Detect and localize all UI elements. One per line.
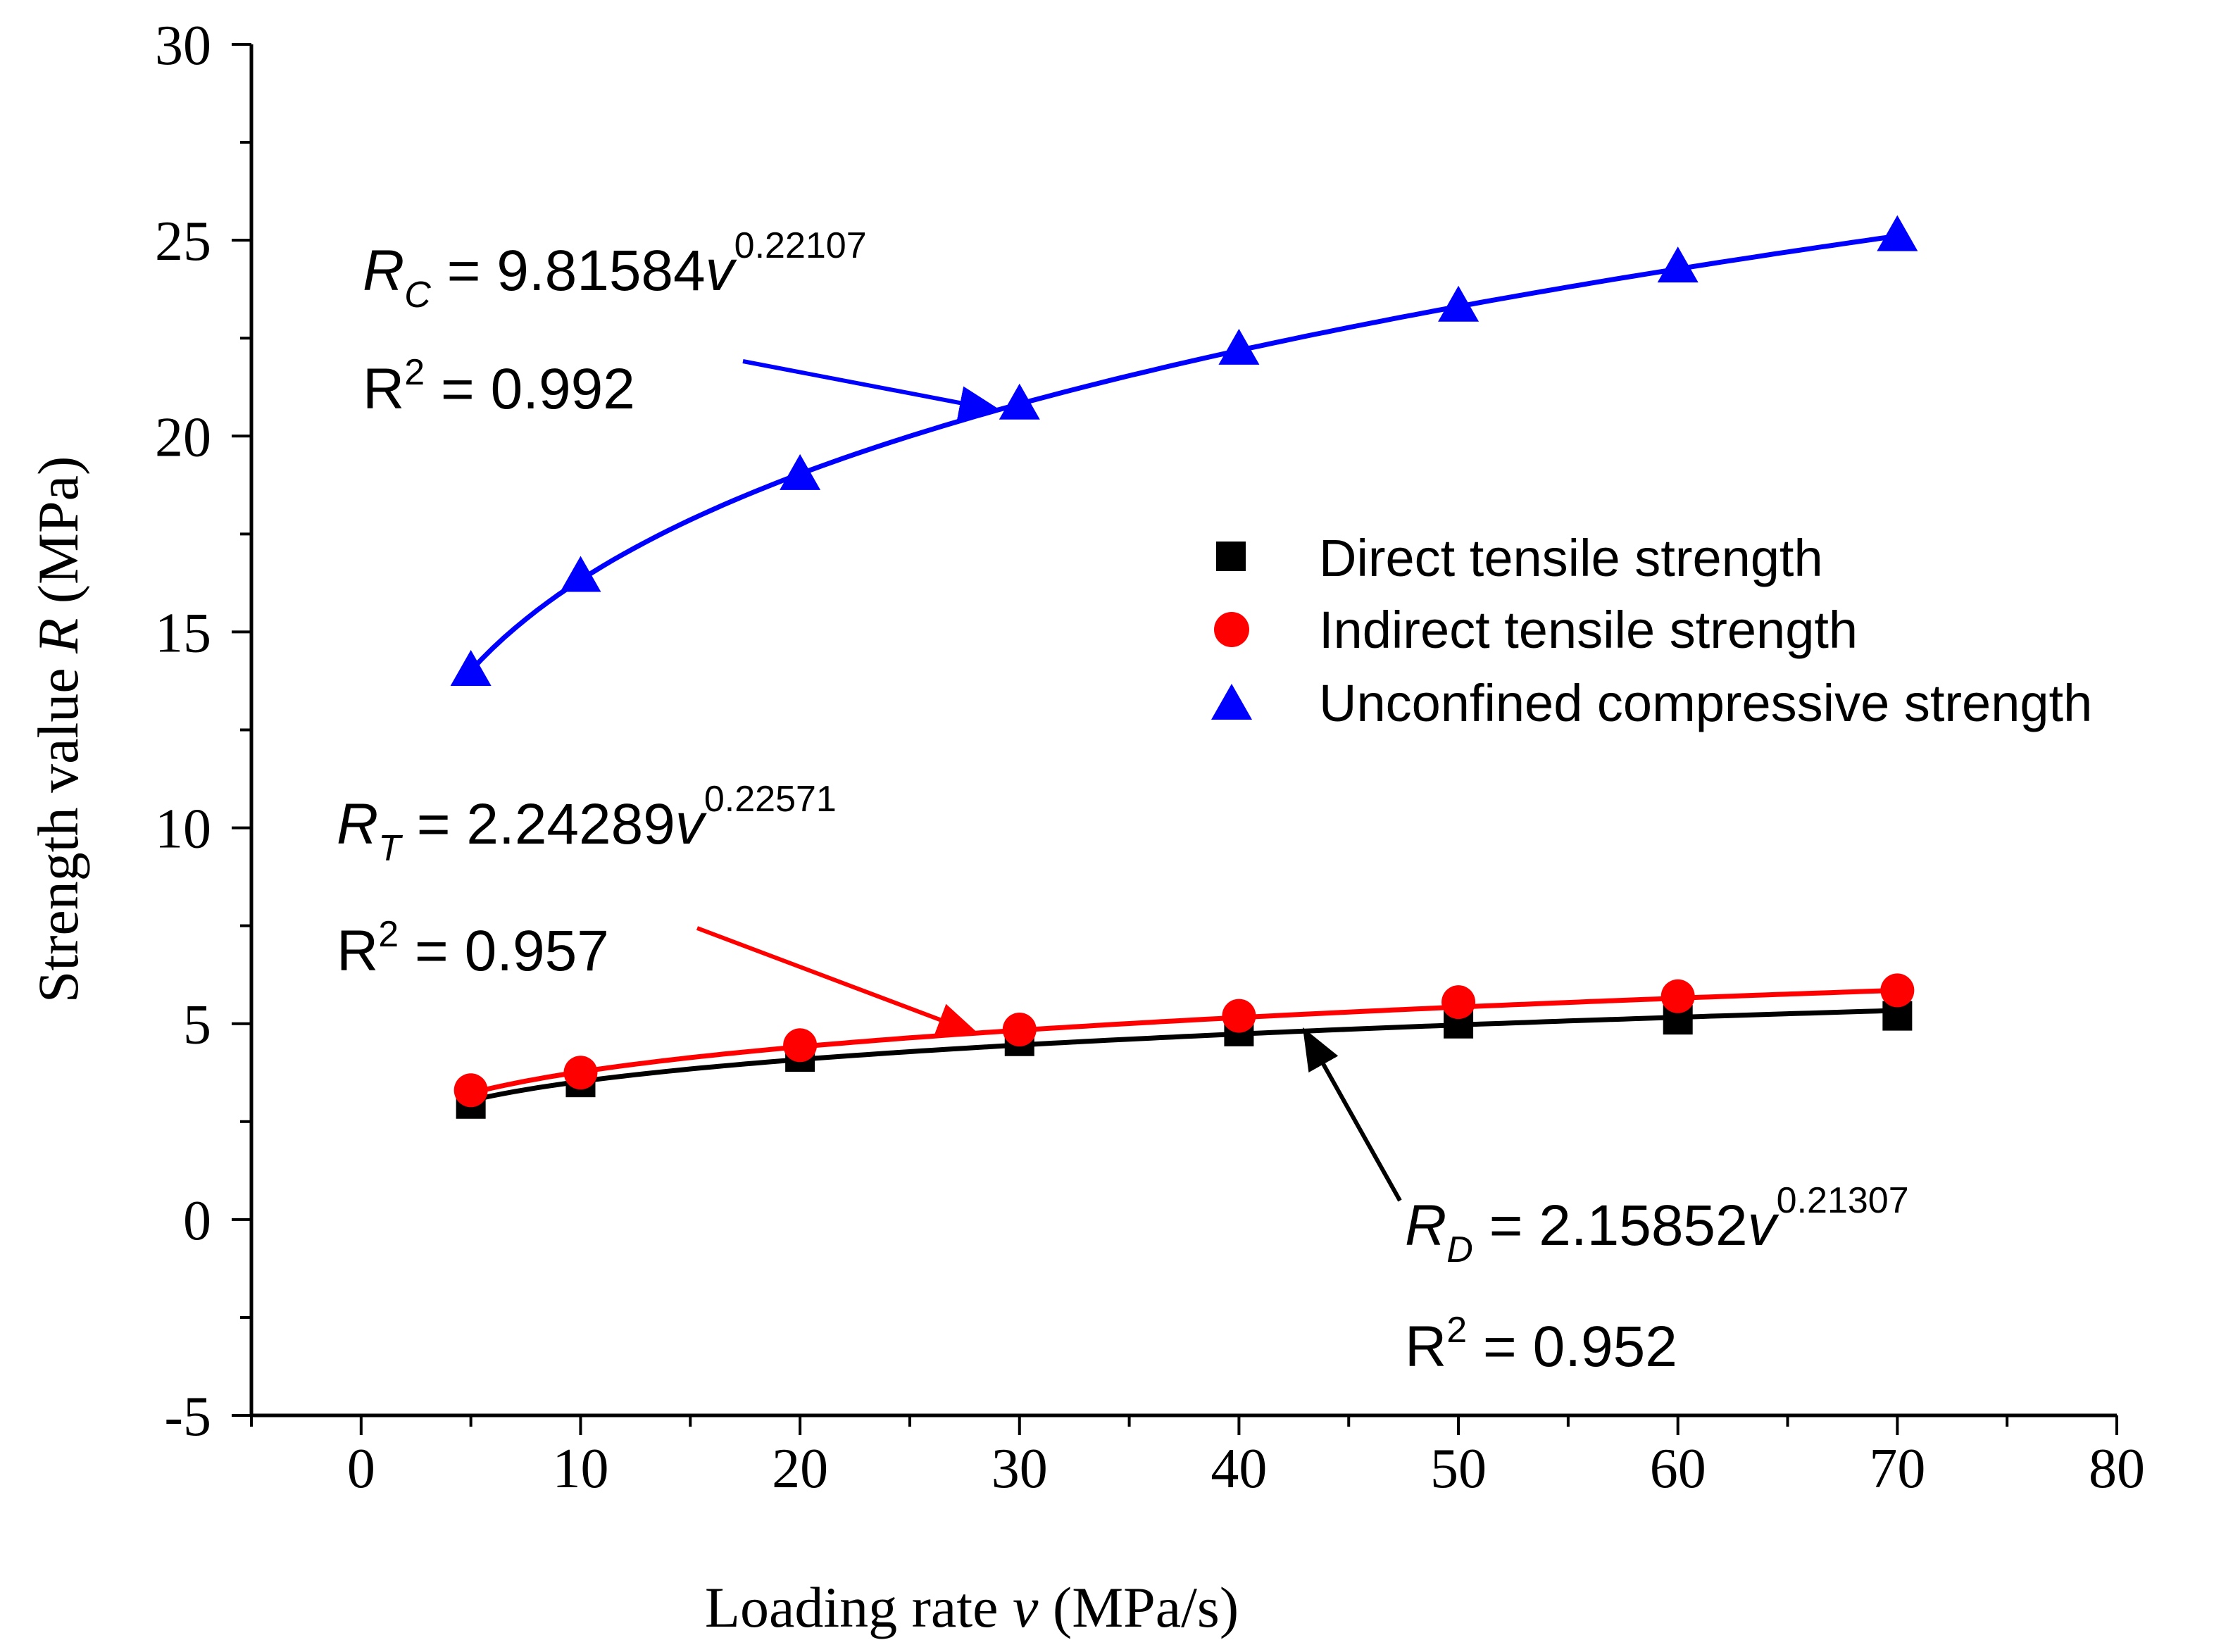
point-unconfined-compressive <box>1438 285 1480 322</box>
y-axis-tick-labels: -5 0 5 10 15 20 25 30 <box>155 15 211 1448</box>
x-axis-ticks <box>250 1415 2118 1435</box>
fit-curve-compressive <box>469 233 1898 672</box>
r-squared-indirect-tensile: R2 = 0.957 <box>337 914 609 983</box>
y-axis-title-var: R <box>26 618 90 654</box>
legend: Direct tensile strength Indirect tensile… <box>1211 529 2092 732</box>
legend-label-unconfined-compressive: Unconfined compressive strength <box>1319 674 2092 732</box>
point-indirect-tensile <box>454 1073 488 1108</box>
point-unconfined-compressive <box>780 453 821 490</box>
equation-direct-tensile-variable: v <box>1748 1194 1779 1258</box>
r-squared-indirect-tensile-value: = 0.957 <box>399 919 609 983</box>
legend-label-direct-tensile: Direct tensile strength <box>1319 529 1823 587</box>
equation-compressive-subscript: C <box>404 275 431 315</box>
point-unconfined-compressive <box>999 383 1040 420</box>
equation-indirect-tensile-symbol: R <box>337 792 378 856</box>
point-indirect-tensile <box>1222 999 1256 1033</box>
annotation-direct-tensile-fit: RD = 2.15852v0.21307 R2 = 0.952 <box>1302 1027 1909 1379</box>
annotation-indirect-tensile-fit: RT = 2.24289v0.22571 R2 = 0.957 <box>337 779 980 1036</box>
x-axis-tick-labels: 0 10 20 30 40 50 60 70 80 <box>347 1438 2145 1500</box>
point-unconfined-compressive <box>1218 328 1260 365</box>
equation-compressive-coefficient: = 9.81584 <box>431 239 706 303</box>
r-squared-compressive-value: = 0.992 <box>425 357 635 421</box>
x-tick-label: 80 <box>2089 1438 2145 1500</box>
point-unconfined-compressive <box>560 556 601 592</box>
r-squared-direct-tensile-exponent: 2 <box>1446 1310 1467 1351</box>
equation-direct-tensile-exponent: 0.21307 <box>1777 1180 1909 1221</box>
fit-curve-indirect-tensile <box>470 987 1898 1096</box>
point-unconfined-compressive <box>450 650 492 687</box>
y-tick-label: 15 <box>155 602 211 664</box>
legend-label-indirect-tensile: Indirect tensile strength <box>1319 601 1858 659</box>
equation-compressive-symbol: R <box>363 239 404 303</box>
y-axis-title: Strength value R (MPa) <box>26 456 90 1003</box>
equation-indirect-tensile: RT = 2.24289v0.22571 <box>337 779 837 869</box>
equation-compressive-exponent: 0.22107 <box>734 225 867 266</box>
equation-indirect-tensile-variable: v <box>675 792 707 856</box>
x-axis-title-suffix: (MPa/s) <box>1038 1575 1239 1639</box>
r-squared-compressive-base: R <box>363 357 404 421</box>
point-indirect-tensile <box>1002 1013 1037 1047</box>
x-tick-label: 60 <box>1650 1438 1706 1500</box>
equation-indirect-tensile-subscript: T <box>378 828 403 869</box>
x-tick-label: 20 <box>772 1438 828 1500</box>
legend-marker-direct-tensile <box>1216 542 1246 571</box>
y-tick-label: 5 <box>183 994 211 1056</box>
fit-curve-direct-tensile <box>470 1008 1898 1103</box>
equation-indirect-tensile-coefficient: = 2.24289 <box>401 792 675 856</box>
y-axis-ticks <box>232 43 251 1417</box>
r-squared-direct-tensile: R2 = 0.952 <box>1405 1310 1677 1379</box>
x-tick-label: 30 <box>992 1438 1048 1500</box>
equation-direct-tensile-symbol: R <box>1405 1194 1446 1258</box>
point-indirect-tensile <box>563 1056 598 1090</box>
point-indirect-tensile <box>1660 979 1695 1013</box>
x-axis-title-prefix: Loading rate <box>705 1575 1013 1639</box>
r-squared-compressive-exponent: 2 <box>404 352 425 393</box>
annotation-compressive-fit: RC = 9.81584v0.22107 R2 = 0.992 <box>363 225 1002 421</box>
x-tick-label: 50 <box>1430 1438 1487 1500</box>
legend-marker-unconfined-compressive <box>1211 684 1252 720</box>
x-tick-label: 40 <box>1211 1438 1267 1500</box>
r-squared-indirect-tensile-base: R <box>337 919 378 983</box>
equation-direct-tensile: RD = 2.15852v0.21307 <box>1405 1180 1909 1270</box>
x-axis-title-var: v <box>1013 1575 1039 1639</box>
y-axis-title-suffix: (MPa) <box>26 456 90 618</box>
fit-curves <box>469 233 1898 1103</box>
data-markers <box>450 215 1918 1119</box>
r-squared-compressive: R2 = 0.992 <box>363 352 635 421</box>
legend-marker-indirect-tensile <box>1214 612 1249 647</box>
y-axis-title-prefix: Strength value <box>26 653 90 1003</box>
x-tick-label: 70 <box>1869 1438 1925 1500</box>
point-unconfined-compressive <box>1657 246 1699 283</box>
y-tick-label: 10 <box>155 799 211 861</box>
y-tick-label: 25 <box>155 211 211 273</box>
x-tick-label: 0 <box>347 1438 375 1500</box>
y-tick-label: 0 <box>183 1190 211 1252</box>
arrow-compressive <box>742 359 1002 420</box>
x-axis-title: Loading rate v (MPa/s) <box>705 1575 1239 1639</box>
r-squared-direct-tensile-base: R <box>1405 1315 1446 1379</box>
point-indirect-tensile <box>783 1028 818 1063</box>
arrow-indirect-tensile <box>696 926 980 1036</box>
x-tick-label: 10 <box>552 1438 608 1500</box>
r-squared-indirect-tensile-exponent: 2 <box>378 914 399 955</box>
point-unconfined-compressive <box>1877 215 1918 251</box>
equation-compressive-variable: v <box>706 239 737 303</box>
equation-compressive: RC = 9.81584v0.22107 <box>363 225 867 315</box>
equation-direct-tensile-coefficient: = 2.15852 <box>1473 1194 1748 1258</box>
equation-direct-tensile-subscript: D <box>1446 1229 1473 1270</box>
y-tick-label: 20 <box>155 406 211 468</box>
arrow-direct-tensile <box>1302 1027 1402 1202</box>
point-indirect-tensile <box>1441 985 1476 1020</box>
point-indirect-tensile <box>1880 973 1915 1008</box>
r-squared-direct-tensile-value: = 0.952 <box>1467 1315 1677 1379</box>
y-tick-label: 30 <box>155 15 211 77</box>
y-tick-label: -5 <box>164 1386 211 1448</box>
equation-indirect-tensile-exponent: 0.22571 <box>704 779 837 820</box>
